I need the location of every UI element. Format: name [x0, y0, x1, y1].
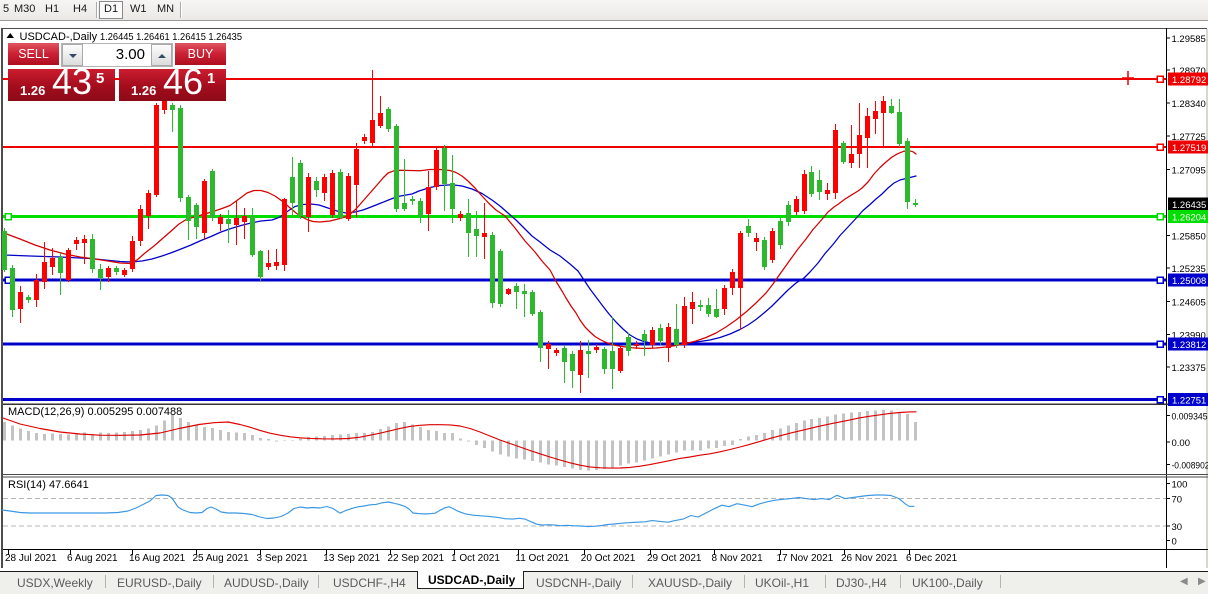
svg-text:30: 30: [1172, 522, 1183, 533]
svg-text:1.26204: 1.26204: [1172, 213, 1206, 224]
svg-text:1.23375: 1.23375: [1172, 363, 1206, 374]
svg-text:1.23990: 1.23990: [1172, 330, 1206, 341]
svg-text:1.27095: 1.27095: [1172, 165, 1206, 176]
svg-text:1.27519: 1.27519: [1172, 143, 1206, 154]
svg-text:1.25235: 1.25235: [1172, 264, 1206, 275]
svg-text:0: 0: [1172, 537, 1177, 548]
svg-text:1.26445 1.26461 1.26415 1.2643: 1.26445 1.26461 1.26415 1.26435: [100, 32, 242, 43]
svg-text:1.22751: 1.22751: [1172, 396, 1206, 407]
svg-text:26 Nov 2021: 26 Nov 2021: [841, 553, 898, 564]
svg-text:1.24605: 1.24605: [1172, 298, 1206, 309]
svg-text:20 Oct 2021: 20 Oct 2021: [581, 553, 636, 564]
svg-text:1.25850: 1.25850: [1172, 232, 1206, 243]
svg-text:13 Sep 2021: 13 Sep 2021: [323, 553, 380, 564]
svg-text:70: 70: [1172, 495, 1183, 506]
svg-text:1.29585: 1.29585: [1172, 34, 1206, 45]
svg-text:1.26435: 1.26435: [1172, 200, 1206, 211]
svg-text:1.23812: 1.23812: [1172, 340, 1206, 351]
svg-text:22 Sep 2021: 22 Sep 2021: [387, 553, 444, 564]
svg-text:-0.008902: -0.008902: [1172, 461, 1208, 472]
svg-text:11 Oct 2021: 11 Oct 2021: [515, 553, 569, 564]
svg-text:25 Aug 2021: 25 Aug 2021: [193, 553, 250, 564]
svg-text:1.28340: 1.28340: [1172, 99, 1206, 110]
svg-text:3 Sep 2021: 3 Sep 2021: [257, 553, 309, 564]
svg-text:1.28970: 1.28970: [1172, 66, 1206, 77]
svg-text:6 Aug 2021: 6 Aug 2021: [67, 553, 118, 564]
svg-text:6 Dec 2021: 6 Dec 2021: [906, 553, 958, 564]
svg-text:8 Nov 2021: 8 Nov 2021: [712, 553, 764, 564]
svg-text:1.28792: 1.28792: [1172, 75, 1206, 86]
svg-text:1.25008: 1.25008: [1172, 276, 1206, 287]
svg-text:1 Oct 2021: 1 Oct 2021: [451, 553, 500, 564]
svg-text:16 Aug 2021: 16 Aug 2021: [129, 553, 186, 564]
svg-text:0.009345: 0.009345: [1172, 411, 1208, 422]
svg-text:0.00: 0.00: [1172, 438, 1191, 449]
svg-text:29 Oct 2021: 29 Oct 2021: [647, 553, 702, 564]
svg-text:RSI(14) 47.6641: RSI(14) 47.6641: [8, 479, 89, 491]
svg-text:MACD(12,26,9) 0.005295 0.00748: MACD(12,26,9) 0.005295 0.007488: [8, 406, 182, 418]
svg-text:17 Nov 2021: 17 Nov 2021: [777, 553, 834, 564]
svg-text:100: 100: [1172, 480, 1188, 491]
svg-text:USDCAD-,Daily: USDCAD-,Daily: [20, 31, 98, 43]
svg-text:28 Jul 2021: 28 Jul 2021: [5, 553, 57, 564]
svg-text:1.27725: 1.27725: [1172, 132, 1206, 143]
